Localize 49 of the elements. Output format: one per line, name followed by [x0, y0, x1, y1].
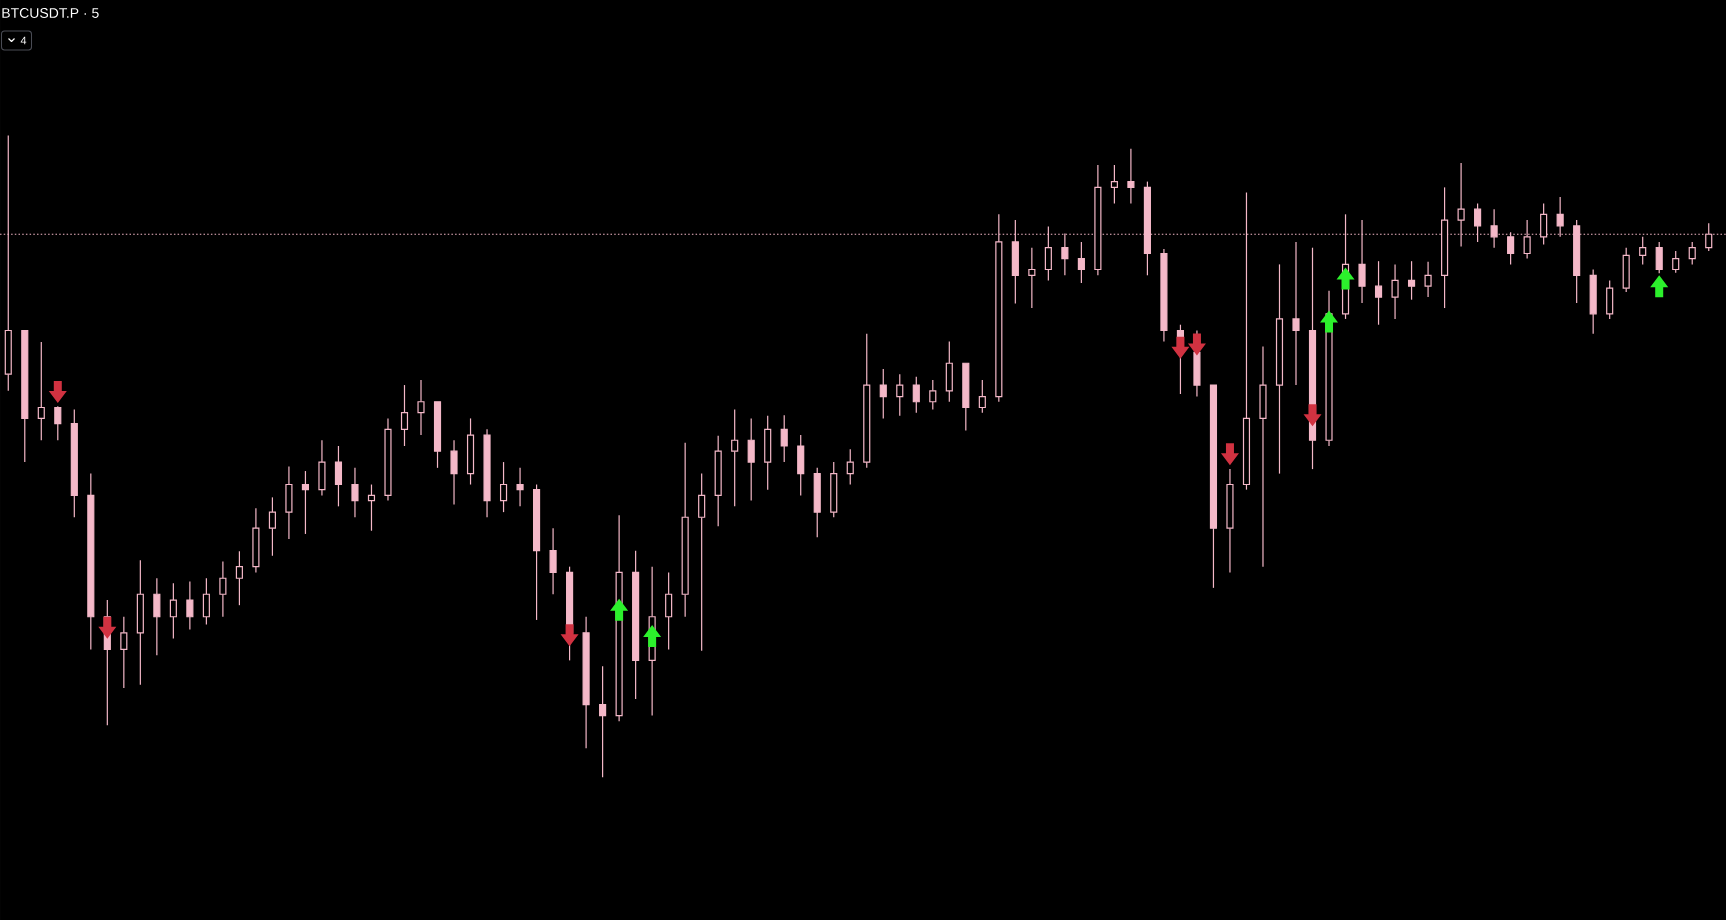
point [1220, 443, 1239, 466]
candlestick [1391, 263, 1399, 320]
candlestick [731, 408, 739, 507]
candlestick [747, 417, 755, 502]
point [560, 624, 579, 647]
candlestick [1259, 345, 1267, 568]
candlestick [252, 507, 260, 574]
candlestick [1193, 329, 1201, 398]
chart-title: BTCUSDT.P · 5 [2, 8, 99, 18]
candlestick [87, 473, 95, 651]
candlestick [219, 560, 227, 618]
candlestick [1424, 261, 1432, 298]
candlestick [665, 571, 673, 651]
candlestick [516, 467, 524, 507]
point [643, 624, 662, 647]
candlestick [285, 465, 293, 540]
point [98, 616, 117, 639]
candlestick [1374, 260, 1383, 326]
candlestick [632, 550, 640, 700]
candlestick [483, 428, 491, 518]
point [48, 381, 67, 404]
point [1187, 333, 1206, 356]
candlestick [582, 616, 590, 749]
candlestick [136, 559, 144, 686]
candlestick [450, 439, 458, 506]
candlestick [681, 442, 689, 618]
candlestick [549, 527, 557, 595]
candlestick [417, 379, 425, 436]
point [610, 598, 629, 621]
candlestick [1127, 148, 1135, 205]
candlestick [1275, 263, 1284, 475]
candlestick [186, 580, 194, 631]
point [1303, 404, 1322, 427]
candlestick [1292, 241, 1300, 386]
candlestick [1160, 248, 1168, 343]
candlestick [37, 341, 45, 441]
candlestick [351, 467, 359, 518]
candlestick [1028, 247, 1036, 309]
candlestick [318, 439, 326, 497]
point [1650, 275, 1669, 298]
candlestick [384, 417, 392, 502]
point [1171, 336, 1190, 359]
text: 4 [20, 36, 27, 45]
candlestick [599, 665, 607, 778]
point [1336, 267, 1355, 290]
candlestick [1226, 468, 1234, 574]
candlestick [698, 473, 706, 652]
candlestick [153, 577, 161, 656]
point [1320, 310, 1339, 333]
